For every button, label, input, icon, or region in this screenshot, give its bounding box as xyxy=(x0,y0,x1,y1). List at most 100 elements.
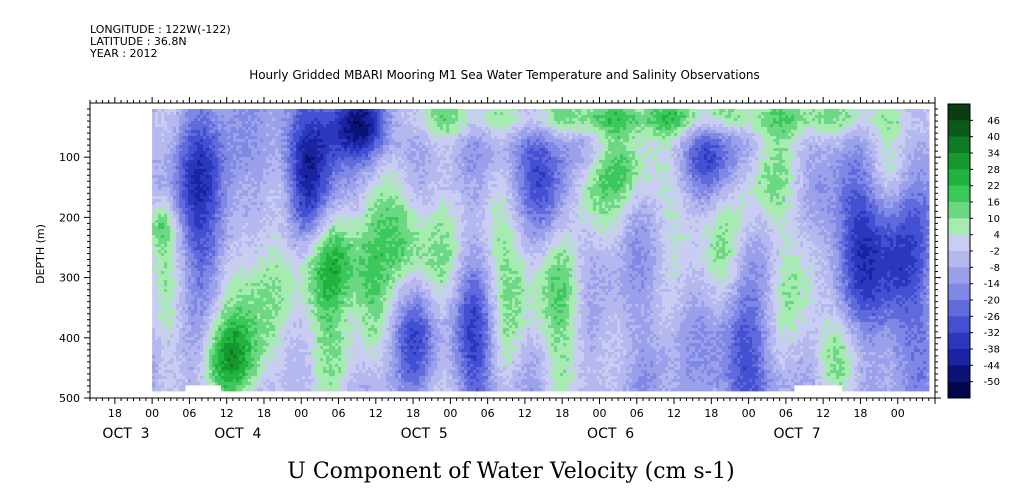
field-cell xyxy=(164,337,167,340)
field-cell xyxy=(203,136,206,139)
field-cell xyxy=(254,175,257,178)
field-cell xyxy=(245,277,248,280)
field-cell xyxy=(173,265,176,268)
field-cell xyxy=(245,310,248,313)
field-cell xyxy=(209,184,212,187)
field-cell xyxy=(218,334,221,337)
field-cell xyxy=(293,109,296,112)
field-cell xyxy=(305,370,308,373)
field-cell xyxy=(302,163,305,166)
field-cell xyxy=(236,304,239,307)
field-cell xyxy=(311,142,314,145)
field-cell xyxy=(194,184,197,187)
field-cell xyxy=(281,343,284,346)
field-cell xyxy=(188,352,191,355)
field-cell xyxy=(308,337,311,340)
field-cell xyxy=(194,286,197,289)
field-cell xyxy=(266,349,269,352)
field-cell xyxy=(206,181,209,184)
field-cell xyxy=(194,292,197,295)
field-cell xyxy=(263,295,266,298)
field-cell xyxy=(242,118,245,121)
field-cell xyxy=(278,388,281,391)
field-cell xyxy=(152,121,155,124)
field-cell xyxy=(185,190,188,193)
field-cell xyxy=(284,112,287,115)
field-cell xyxy=(266,157,269,160)
field-cell xyxy=(308,289,311,292)
field-cell xyxy=(284,133,287,136)
field-cell xyxy=(308,163,311,166)
field-cell xyxy=(266,172,269,175)
field-cell xyxy=(200,235,203,238)
field-cell xyxy=(176,190,179,193)
field-cell xyxy=(173,280,176,283)
field-cell xyxy=(254,241,257,244)
field-cell xyxy=(251,334,254,337)
field-cell xyxy=(311,187,314,190)
field-cell xyxy=(260,112,263,115)
field-cell xyxy=(221,322,224,325)
field-cell xyxy=(281,235,284,238)
field-cell xyxy=(230,187,233,190)
field-cell xyxy=(215,199,218,202)
field-cell xyxy=(269,358,272,361)
field-cell xyxy=(293,193,296,196)
field-cell xyxy=(209,115,212,118)
field-cell xyxy=(257,313,260,316)
field-cell xyxy=(266,295,269,298)
field-cell xyxy=(161,157,164,160)
field-cell xyxy=(212,316,215,319)
field-cell xyxy=(188,382,191,385)
field-cell xyxy=(302,385,305,388)
field-cell xyxy=(260,241,263,244)
field-cell xyxy=(215,310,218,313)
field-cell xyxy=(227,241,230,244)
field-cell xyxy=(173,166,176,169)
field-cell xyxy=(191,217,194,220)
field-cell xyxy=(299,247,302,250)
field-cell xyxy=(215,253,218,256)
field-cell xyxy=(299,220,302,223)
field-cell xyxy=(257,193,260,196)
field-cell xyxy=(278,241,281,244)
field-cell xyxy=(230,124,233,127)
field-cell xyxy=(227,331,230,334)
field-cell xyxy=(224,286,227,289)
field-cell xyxy=(170,355,173,358)
field-cell xyxy=(182,265,185,268)
field-cell xyxy=(182,187,185,190)
field-cell xyxy=(197,163,200,166)
field-cell xyxy=(224,280,227,283)
field-cell xyxy=(308,355,311,358)
field-cell xyxy=(200,361,203,364)
field-cell xyxy=(239,367,242,370)
field-cell xyxy=(257,145,260,148)
field-cell xyxy=(221,238,224,241)
field-cell xyxy=(170,376,173,379)
field-cell xyxy=(236,286,239,289)
field-cell xyxy=(287,301,290,304)
field-cell xyxy=(248,184,251,187)
field-cell xyxy=(302,370,305,373)
field-cell xyxy=(251,124,254,127)
field-cell xyxy=(203,166,206,169)
field-cell xyxy=(302,346,305,349)
field-cell xyxy=(296,385,299,388)
field-cell xyxy=(233,109,236,112)
field-cell xyxy=(188,259,191,262)
field-cell xyxy=(200,274,203,277)
field-cell xyxy=(308,172,311,175)
field-cell xyxy=(230,373,233,376)
field-cell xyxy=(158,310,161,313)
field-cell xyxy=(257,340,260,343)
field-cell xyxy=(224,241,227,244)
field-cell xyxy=(212,334,215,337)
field-cell xyxy=(218,229,221,232)
field-cell xyxy=(311,157,314,160)
field-cell xyxy=(239,178,242,181)
field-cell xyxy=(278,364,281,367)
field-cell xyxy=(290,373,293,376)
field-cell xyxy=(251,121,254,124)
field-cell xyxy=(191,160,194,163)
